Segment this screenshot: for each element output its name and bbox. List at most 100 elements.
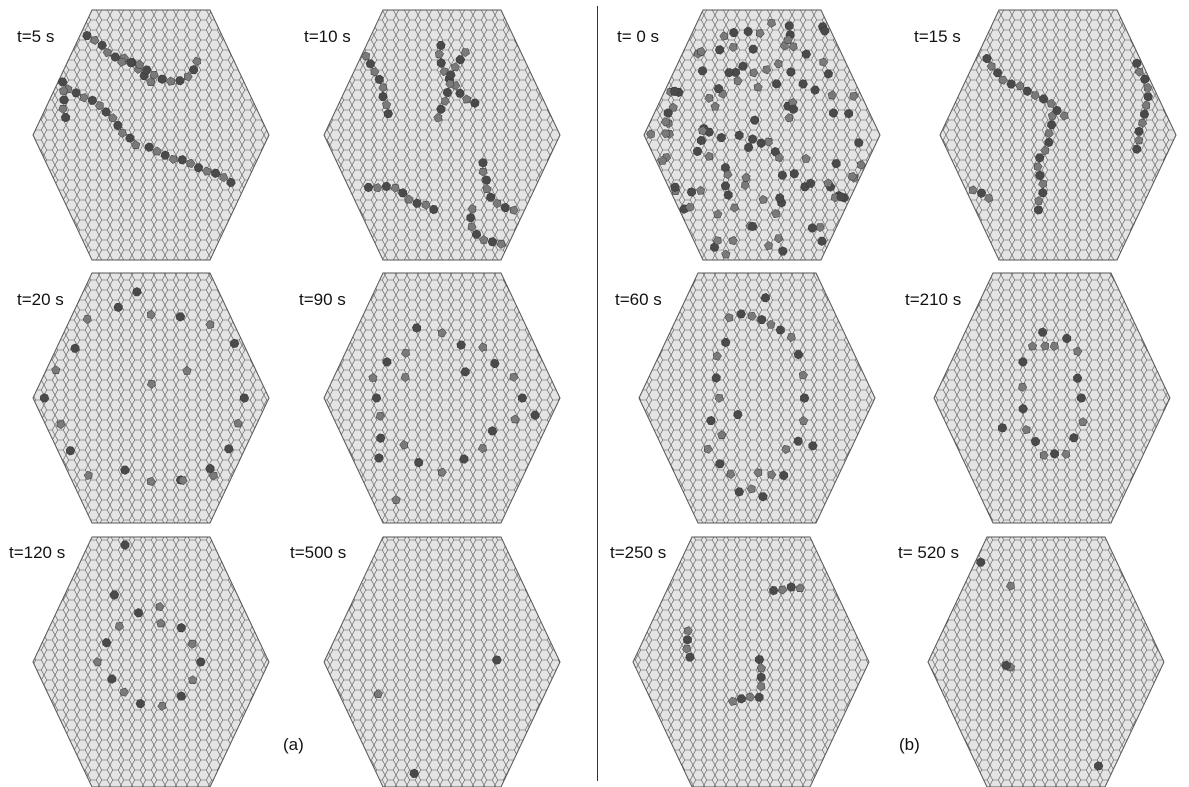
defect-cell <box>788 42 798 52</box>
defect-cell <box>375 411 386 421</box>
defect-cell <box>1049 342 1059 352</box>
frame-b1-time-label: t= 0 s <box>617 27 660 46</box>
hexagon-lattice <box>638 272 876 524</box>
defect-cell <box>713 84 723 94</box>
frame-b5-time-label: t=250 s <box>610 543 667 562</box>
defect-cell <box>39 393 50 403</box>
defect-cell <box>808 441 818 451</box>
defect-cell <box>414 458 424 468</box>
defect-cell <box>378 83 388 93</box>
defect-cell <box>976 557 986 567</box>
defect-cell <box>373 689 383 699</box>
defect-cell <box>429 204 439 215</box>
defect-cell <box>370 67 380 77</box>
defect-cell <box>113 302 123 312</box>
defect-cell <box>147 476 156 486</box>
defect-cell <box>146 77 156 86</box>
defect-cell <box>120 465 130 475</box>
defect-cell <box>460 367 470 377</box>
defect-cell <box>436 41 446 51</box>
defect-cell <box>779 41 789 51</box>
defect-cell <box>146 379 156 389</box>
defect-cell <box>788 97 798 107</box>
frame-a1-time-label: t=5 s <box>17 27 55 46</box>
defect-cell <box>783 34 793 45</box>
defect-cell <box>144 142 154 152</box>
defect-cell <box>152 146 162 156</box>
defect-cell <box>1132 144 1142 154</box>
panel-a-label: (a) <box>283 735 304 754</box>
defect-cell <box>1006 79 1016 89</box>
defect-cell <box>807 223 817 233</box>
defect-cell <box>741 172 751 182</box>
defect-cell <box>997 423 1008 433</box>
defect-cell <box>784 21 794 31</box>
defect-cell <box>1040 145 1050 155</box>
defect-cell <box>1069 433 1079 443</box>
defect-cell <box>729 27 739 37</box>
defect-cell <box>376 433 386 443</box>
defect-cell <box>733 409 743 420</box>
hexagon-lattice <box>632 536 870 787</box>
defect-cell <box>1005 581 1015 591</box>
defect-cell <box>134 608 144 618</box>
defect-cell <box>442 87 452 97</box>
defect-cell <box>713 209 723 219</box>
defect-cell <box>149 71 159 80</box>
defect-cell <box>774 234 784 244</box>
defect-cell <box>723 170 733 180</box>
defect-cell <box>496 240 506 249</box>
frame-b4-time-label: t=210 s <box>905 290 962 309</box>
defect-cell <box>1059 111 1069 121</box>
defect-cell <box>510 414 520 424</box>
defect-cell <box>470 98 480 108</box>
defect-cell <box>116 57 126 67</box>
defect-cell <box>188 65 199 75</box>
defect-cell <box>455 55 465 65</box>
defect-cell <box>363 182 374 193</box>
defect-cell <box>157 74 167 84</box>
defect-cell <box>492 655 502 665</box>
defect-cell <box>698 125 708 136</box>
defect-cell <box>365 59 376 69</box>
defect-cell <box>436 58 446 68</box>
defect-cell <box>186 158 196 168</box>
defect-cell <box>756 663 766 673</box>
defect-cell <box>411 323 422 333</box>
defect-cell <box>230 338 240 348</box>
frame-a2 <box>323 9 561 261</box>
defect-cell <box>756 138 766 148</box>
defect-cell <box>382 357 392 367</box>
defect-cell <box>1062 333 1072 344</box>
defect-cell <box>102 638 112 648</box>
frame-b2-time-label: t=15 s <box>914 27 961 46</box>
defect-cell <box>1073 346 1083 356</box>
defect-cell <box>71 88 81 98</box>
defect-cell <box>459 454 469 464</box>
defect-cell <box>793 350 804 360</box>
defect-cell <box>755 654 765 665</box>
defect-cell <box>1039 450 1049 460</box>
defect-cell <box>160 150 170 160</box>
defect-cell <box>823 178 833 188</box>
defect-cell <box>79 93 89 103</box>
hexagon-lattice <box>323 272 561 524</box>
defect-cell <box>968 185 978 195</box>
defect-cell <box>755 28 765 39</box>
defect-cell <box>727 696 737 706</box>
defect-cell <box>371 393 382 403</box>
defect-cell <box>438 467 447 477</box>
defect-cell <box>114 622 125 632</box>
defect-cell <box>398 188 408 198</box>
defect-cell <box>477 444 487 454</box>
defect-cell <box>766 19 776 28</box>
defect-cell <box>1034 205 1044 215</box>
panel-divider <box>597 6 598 781</box>
defect-cell <box>775 193 785 203</box>
defect-cell <box>1140 74 1150 84</box>
defect-cell <box>756 682 766 692</box>
defect-cell <box>1077 393 1087 403</box>
defect-cell <box>740 180 750 191</box>
defect-cell <box>757 314 767 325</box>
